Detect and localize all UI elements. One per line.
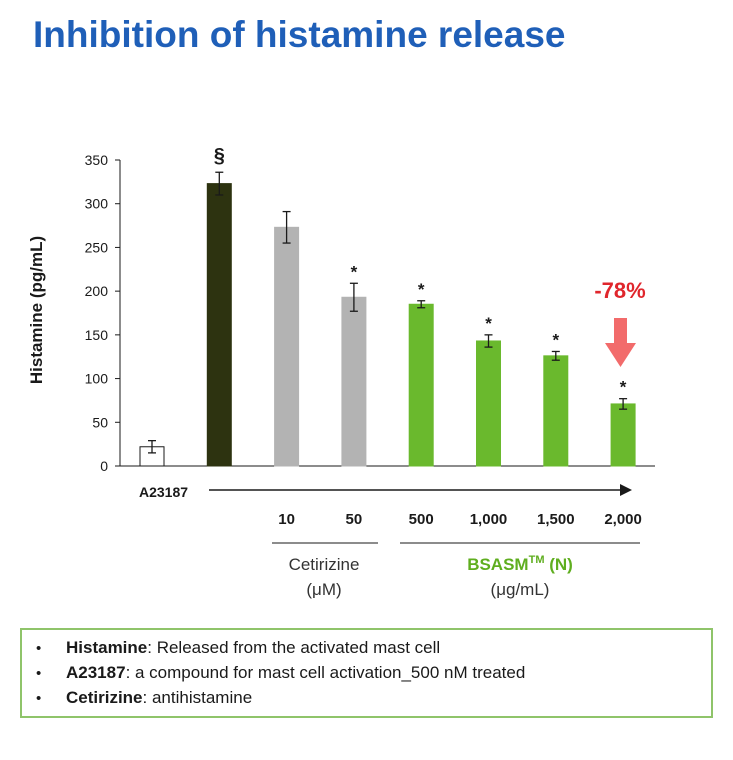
legend-notes-box: • Histamine: Released from the activated…: [20, 628, 713, 718]
note-text: : antihistamine: [142, 688, 253, 707]
a23187-arrow: A23187: [139, 484, 632, 500]
significance-mark: *: [552, 330, 559, 349]
bsasm-suffix: (N): [544, 555, 572, 574]
bsasm-name: BSASM: [467, 555, 528, 574]
significance-mark: *: [485, 314, 492, 333]
y-tick-label: 0: [100, 458, 108, 474]
note-term: Histamine: [66, 638, 148, 657]
histamine-bar-chart: Histamine (pg/mL) 050100150200250300350 …: [27, 145, 655, 599]
bullet-icon: •: [36, 665, 42, 682]
bar: [274, 226, 300, 467]
y-tick-label: 250: [85, 239, 109, 255]
bullet-icon: •: [36, 690, 42, 707]
bar: [476, 340, 501, 467]
x-tick-label: 1,500: [537, 511, 575, 528]
down-arrow-icon: [605, 318, 636, 367]
note-term: A23187: [66, 663, 126, 682]
y-tick-label: 300: [85, 196, 109, 212]
x-tick-label: 2,000: [604, 511, 642, 528]
note-item: • Cetirizine: antihistamine: [36, 686, 697, 711]
bar: [610, 403, 636, 467]
bullet-icon: •: [36, 640, 42, 657]
bsasm-superscript: TM: [529, 554, 545, 566]
y-tick-label: 100: [85, 371, 109, 387]
x-tick-label: 1,000: [470, 511, 508, 528]
y-axis-label: Histamine (pg/mL): [27, 236, 46, 384]
x-tick-labels: 10 50 500 1,000 1,500 2,000: [278, 511, 642, 528]
bsasm-label: BSASMTM (N): [467, 554, 573, 574]
page-title: Inhibition of histamine release: [33, 14, 566, 55]
reduction-annotation: -78%: [594, 278, 646, 367]
significance-mark: *: [351, 262, 358, 281]
note-term: Cetirizine: [66, 688, 143, 707]
significance-mark: *: [620, 378, 627, 397]
x-tick-label: 50: [346, 511, 363, 528]
arrow-head: [620, 484, 632, 496]
note-item: • A23187: a compound for mast cell activ…: [36, 661, 697, 686]
cetirizine-label: Cetirizine: [289, 555, 360, 574]
x-tick-label: 10: [278, 511, 295, 528]
arrow-label: A23187: [139, 484, 188, 500]
note-text: : a compound for mast cell activation_50…: [125, 663, 526, 682]
y-tick-label: 150: [85, 327, 109, 343]
y-tick-label: 50: [92, 414, 108, 430]
significance-mark: §: [214, 145, 225, 167]
bars: § * * * * *: [139, 145, 636, 467]
group-labels: Cetirizine (μM) BSASMTM (N) (μg/mL): [272, 542, 640, 599]
significance-mark: *: [418, 280, 425, 299]
x-tick-label: 500: [409, 511, 434, 528]
bar: [408, 303, 434, 467]
y-axis: 0 50 100 150 200 250 300 350: [85, 152, 655, 474]
bar: [543, 355, 569, 467]
reduction-label: -78%: [594, 278, 645, 303]
bar: [341, 296, 367, 467]
y-tick-label: 200: [85, 283, 109, 299]
note-text: : Released from the activated mast cell: [147, 638, 441, 657]
bsasm-unit: (μg/mL): [491, 580, 550, 599]
y-tick-label: 350: [85, 152, 109, 168]
cetirizine-unit: (μM): [306, 580, 341, 599]
bar: [206, 183, 232, 467]
note-item: • Histamine: Released from the activated…: [36, 636, 697, 661]
